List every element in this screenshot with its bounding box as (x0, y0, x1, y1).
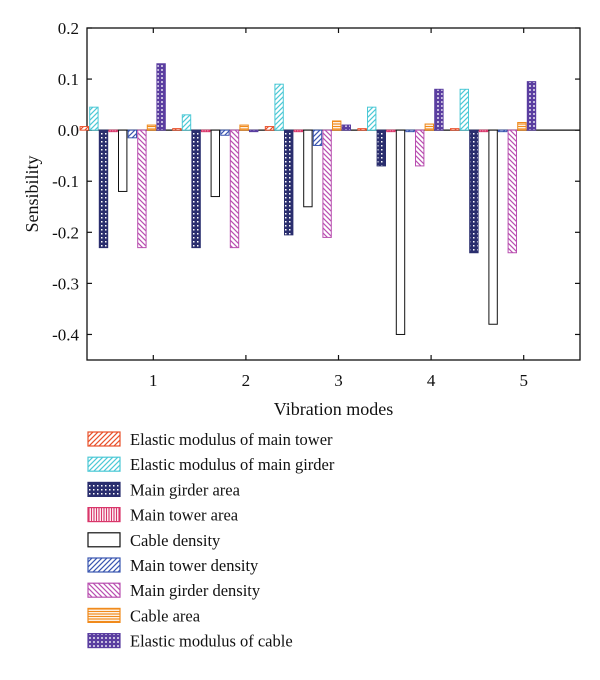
legend-label: Main tower area (130, 506, 239, 525)
bar (156, 63, 166, 131)
legend-entry: Elastic modulus of main tower (87, 430, 333, 449)
bar (98, 129, 109, 249)
bar (395, 129, 406, 335)
bar (293, 129, 304, 133)
bar (146, 124, 157, 131)
legend-swatch (87, 431, 121, 447)
bar (89, 106, 99, 131)
legend-swatch (87, 582, 121, 598)
legend-label: Elastic modulus of cable (130, 632, 293, 651)
legend-swatch (87, 481, 121, 497)
bar (434, 88, 444, 131)
bar (405, 129, 415, 133)
y-tick-label: -0.1 (52, 172, 79, 191)
x-axis-label: Vibration modes (274, 399, 393, 419)
bar (274, 83, 284, 131)
bar (357, 128, 367, 131)
bar (478, 129, 489, 133)
legend-label: Cable area (130, 606, 201, 625)
legend-swatch (87, 557, 121, 573)
y-tick-label: 0.0 (58, 121, 79, 140)
bar (210, 129, 221, 198)
legend-label: Cable density (130, 531, 221, 550)
bar (386, 129, 396, 133)
bar (450, 128, 460, 131)
legend-label: Main girder area (130, 480, 241, 499)
bar (137, 129, 147, 249)
legend-label: Main tower density (130, 556, 259, 575)
legend-entry: Main tower area (87, 506, 239, 525)
legend-swatch (87, 456, 121, 472)
legend-label: Elastic modulus of main girder (130, 455, 335, 474)
bar (312, 129, 323, 146)
legend-entry: Elastic modulus of cable (87, 632, 293, 651)
bar (459, 88, 470, 131)
legend-entry: Main tower density (87, 556, 259, 575)
legend-label: Elastic modulus of main tower (130, 430, 333, 449)
x-tick-label: 1 (149, 371, 158, 390)
legend-entry: Main girder area (87, 480, 241, 499)
legend-entry: Cable density (87, 531, 221, 550)
bar (376, 129, 387, 167)
bar (249, 129, 259, 133)
bar (118, 129, 128, 192)
bar (127, 129, 138, 139)
bar (284, 129, 294, 236)
bar (264, 126, 275, 131)
legend-swatch (87, 532, 121, 548)
bar (191, 129, 201, 249)
bar (181, 114, 192, 131)
x-tick-label: 5 (519, 371, 528, 390)
x-tick-label: 2 (242, 371, 251, 390)
bar (341, 124, 352, 131)
bar (424, 123, 435, 131)
bar (488, 129, 498, 325)
bar (526, 81, 537, 131)
bar (507, 129, 518, 254)
bar (239, 124, 249, 131)
x-tick-label: 3 (334, 371, 343, 390)
bar (498, 129, 508, 133)
legend-swatch (87, 507, 121, 523)
bar (172, 128, 182, 131)
bar (79, 126, 89, 131)
legend-entry: Cable area (87, 606, 201, 625)
y-axis-label: Sensibility (22, 155, 42, 232)
x-tick-label: 4 (427, 371, 436, 390)
y-tick-label: -0.4 (52, 325, 79, 344)
legend-label: Main girder density (130, 581, 261, 600)
bar (220, 129, 230, 136)
legend-swatch (87, 632, 121, 649)
legend-entry: Main girder density (87, 581, 261, 600)
plot-frame (86, 27, 581, 361)
bar (108, 129, 118, 133)
bar (415, 129, 425, 167)
bar (322, 129, 332, 238)
bar (201, 129, 211, 133)
bar (303, 129, 313, 208)
legend-entry: Elastic modulus of main girder (87, 455, 335, 474)
y-tick-label: 0.1 (58, 70, 79, 89)
bar (469, 129, 479, 254)
legend-swatch (87, 607, 121, 624)
bar (517, 121, 527, 131)
y-tick-label: -0.3 (52, 274, 79, 293)
y-tick-label: -0.2 (52, 223, 79, 242)
y-tick-label: 0.2 (58, 19, 79, 38)
bar (367, 106, 377, 131)
bar (332, 120, 342, 131)
bar (229, 129, 240, 249)
